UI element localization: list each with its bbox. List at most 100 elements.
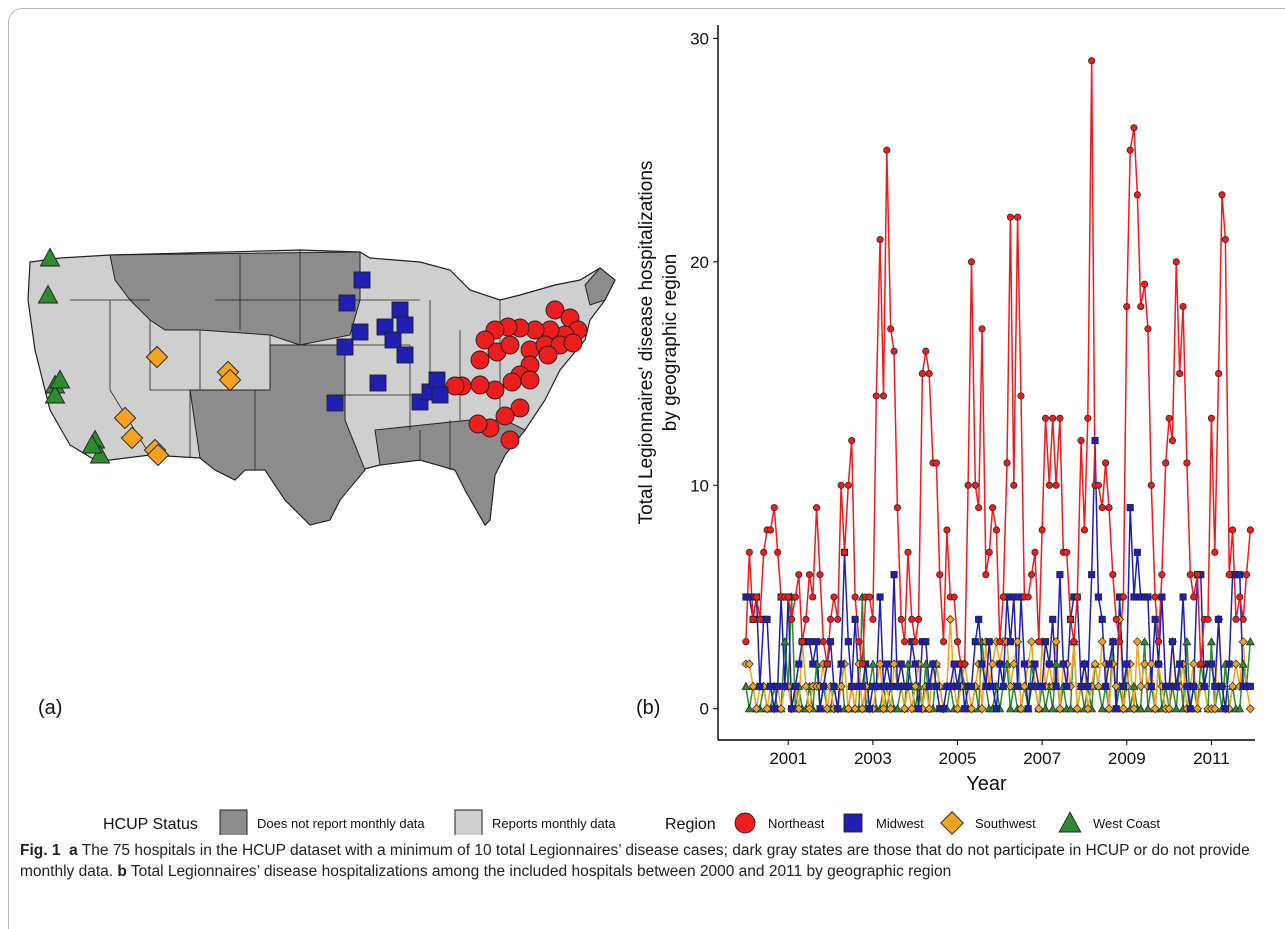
marker <box>1091 437 1099 445</box>
marker <box>1041 414 1050 422</box>
marker <box>843 704 853 714</box>
marker <box>1051 637 1061 647</box>
marker <box>1088 571 1096 579</box>
marker <box>510 398 530 418</box>
marker <box>1182 637 1192 646</box>
x-tick-label: 2011 <box>1193 749 1230 768</box>
marker <box>978 325 986 333</box>
marker <box>1031 548 1039 556</box>
marker <box>922 347 930 355</box>
marker <box>1063 682 1071 690</box>
marker <box>795 660 803 668</box>
marker <box>1028 571 1036 579</box>
marker <box>893 682 901 690</box>
marker <box>1132 637 1142 647</box>
marker <box>992 526 1000 534</box>
marker <box>851 615 859 623</box>
marker <box>1014 682 1022 690</box>
marker <box>396 316 414 334</box>
marker <box>975 504 983 512</box>
marker <box>892 704 902 713</box>
marker <box>1052 481 1060 489</box>
marker <box>1200 682 1208 690</box>
marker <box>966 704 976 714</box>
marker <box>1077 682 1085 690</box>
marker <box>1236 571 1244 579</box>
legend-title: HCUP Status <box>103 816 198 833</box>
marker <box>836 681 846 691</box>
marker <box>886 704 896 714</box>
marker <box>939 705 948 713</box>
x-tick-label: 2007 <box>1023 749 1061 768</box>
marker <box>1144 593 1152 601</box>
x-tick-label: 2009 <box>1108 749 1146 768</box>
marker <box>850 704 860 714</box>
marker <box>907 704 917 714</box>
marker <box>887 325 895 333</box>
marker <box>146 443 170 467</box>
marker <box>744 704 754 713</box>
marker <box>922 638 930 646</box>
marker <box>1090 659 1100 669</box>
marker <box>384 331 402 349</box>
marker <box>1183 682 1191 690</box>
y-tick-label: 20 <box>690 253 709 272</box>
marker <box>804 704 814 714</box>
marker <box>1164 704 1174 714</box>
legend-label: West Coast <box>1093 816 1160 831</box>
marker <box>396 346 414 364</box>
marker <box>982 682 990 690</box>
marker <box>745 593 753 601</box>
marker <box>823 660 831 668</box>
marker <box>819 682 827 690</box>
y-axis-label: by geographic region <box>660 254 681 431</box>
marker <box>520 370 540 390</box>
figure: (a) (b) 0 10 20 30 2001 2003 2005 2007 2009 2011 Y… <box>27 25 1255 835</box>
marker <box>1231 659 1241 669</box>
marker <box>953 638 962 646</box>
marker <box>1236 593 1244 601</box>
marker <box>992 705 1000 713</box>
marker <box>1098 615 1106 623</box>
marker <box>1119 682 1127 690</box>
marker <box>971 638 979 646</box>
marker <box>858 660 866 668</box>
marker <box>369 374 387 392</box>
marker <box>918 370 926 378</box>
marker <box>774 682 782 690</box>
marker <box>745 548 753 556</box>
marker <box>475 330 495 350</box>
marker <box>813 504 821 512</box>
marker <box>967 258 976 266</box>
marker <box>830 593 838 601</box>
marker <box>1045 660 1053 668</box>
marker <box>837 660 845 668</box>
marker <box>1017 392 1025 400</box>
marker <box>752 704 762 714</box>
marker <box>1193 571 1201 579</box>
marker <box>1162 459 1170 467</box>
marker <box>925 370 933 378</box>
marker <box>999 682 1007 690</box>
marker <box>795 571 803 579</box>
marker <box>915 705 923 713</box>
marker <box>1197 660 1205 668</box>
marker <box>89 444 111 464</box>
marker <box>925 682 933 690</box>
marker <box>1020 660 1028 668</box>
y-tick-label: 30 <box>690 29 709 48</box>
marker <box>1073 593 1081 601</box>
marker <box>1168 638 1177 646</box>
marker <box>1189 659 1199 669</box>
marker <box>1111 681 1121 691</box>
marker <box>830 682 838 690</box>
marker <box>1003 459 1011 467</box>
marker <box>961 660 969 668</box>
marker <box>1084 682 1092 690</box>
marker <box>985 638 993 646</box>
marker <box>1102 682 1110 690</box>
marker <box>1024 705 1032 713</box>
marker <box>1238 659 1248 668</box>
marker <box>1172 682 1180 690</box>
marker <box>1141 280 1149 288</box>
